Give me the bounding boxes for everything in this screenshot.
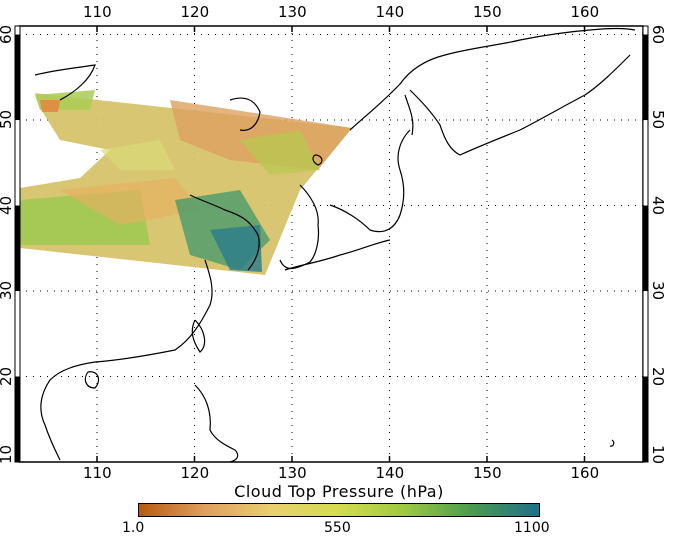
axis-ticks (96, 26, 586, 462)
colorbar-title: Cloud Top Pressure (hPa) (234, 482, 444, 501)
lon-label-top: 160 (570, 3, 600, 21)
axis-bar-segment (15, 205, 20, 292)
lat-label-right: 30 (649, 280, 668, 301)
lon-label-top: 110 (83, 3, 112, 21)
axis-bar-segments (15, 34, 648, 462)
lat-label-right: 50 (649, 109, 668, 130)
colorbar (138, 503, 540, 517)
coastlines (34, 27, 636, 463)
lon-label-top: 150 (473, 3, 502, 21)
lon-label-bottom: 120 (180, 464, 210, 482)
axis-bar-segment (643, 34, 648, 121)
lon-label-bottom: 110 (83, 464, 112, 482)
lon-label-top: 130 (278, 3, 307, 21)
colorbar-min-label: 1.0 (122, 520, 145, 536)
colorbar-max-label: 1100 (514, 520, 550, 536)
lat-label-left: 50 (0, 109, 16, 130)
lat-label-left: 20 (0, 366, 16, 386)
lat-label-left: 60 (0, 24, 16, 44)
lon-label-bottom: 130 (278, 464, 307, 482)
lon-label-bottom: 150 (473, 464, 502, 482)
lat-label-left: 40 (0, 195, 16, 215)
lat-label-right: 10 (649, 444, 668, 465)
lon-label-bottom: 160 (570, 464, 600, 482)
lon-label-top: 140 (375, 3, 405, 21)
lat-label-right: 40 (649, 195, 668, 215)
lat-label-left: 10 (0, 444, 16, 465)
axis-bar-segment (643, 205, 648, 292)
axis-bar-segment (15, 34, 20, 121)
lon-label-bottom: 140 (375, 464, 405, 482)
axis-bar-segment (643, 376, 648, 462)
lon-label-top: 120 (180, 3, 210, 21)
colorbar-mid-label: 550 (324, 520, 351, 536)
cloud-pressure-swath (20, 90, 352, 275)
lat-label-left: 30 (0, 280, 16, 301)
axis-bar-segment (15, 376, 20, 462)
lat-label-right: 20 (649, 366, 668, 386)
lat-label-right: 60 (649, 24, 668, 44)
